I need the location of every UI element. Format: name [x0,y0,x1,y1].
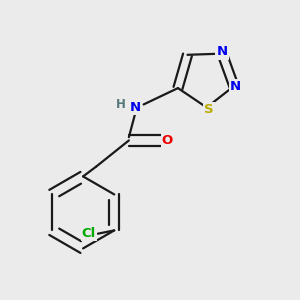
Text: N: N [217,46,228,59]
Text: S: S [204,103,214,116]
Text: H: H [116,98,126,111]
Text: N: N [130,101,141,114]
Text: O: O [162,134,173,147]
Text: Cl: Cl [82,227,96,240]
Text: N: N [230,80,241,93]
